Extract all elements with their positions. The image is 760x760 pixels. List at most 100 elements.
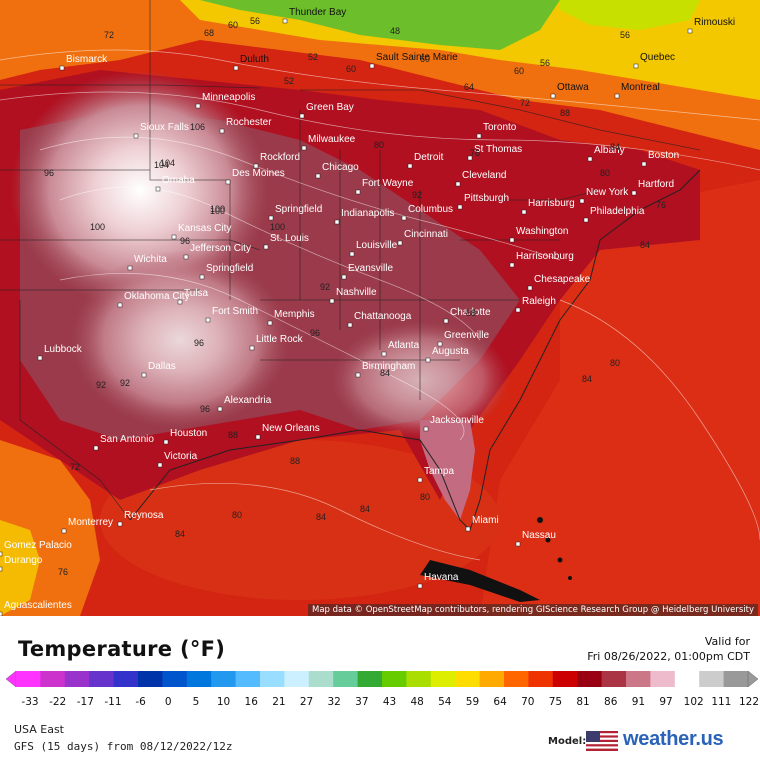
isotherm-label: 48 <box>390 26 400 36</box>
isotherm-label: 100 <box>90 222 105 232</box>
city-marker <box>225 179 231 185</box>
isotherm-label: 72 <box>520 98 530 108</box>
city-label: Monterrey <box>68 517 113 528</box>
isotherm-label: 60 <box>420 54 430 64</box>
scale-swatch <box>113 671 139 687</box>
model-run-label: GFS (15 days) from 08/12/2022/12z <box>14 740 233 753</box>
city-label: Bismarck <box>66 54 108 65</box>
city-label: Aguascalientes <box>4 600 72 611</box>
scale-tick-label: 10 <box>216 696 231 708</box>
scale-swatch <box>528 671 554 687</box>
city-label: Omaha <box>162 175 195 186</box>
city-marker <box>633 63 639 69</box>
city-label: Ottawa <box>557 82 589 93</box>
city-marker <box>233 65 239 71</box>
scale-tick-label: 97 <box>659 696 673 708</box>
scale-swatch <box>479 671 505 687</box>
isotherm-label: 60 <box>514 66 524 76</box>
city-marker <box>465 526 471 532</box>
city-marker <box>583 217 589 223</box>
city-marker <box>614 93 620 99</box>
scale-tick-label: 70 <box>521 696 535 708</box>
city-marker <box>93 445 99 451</box>
scale-swatch <box>674 671 700 687</box>
isotherm-label: 88 <box>466 308 476 318</box>
city-marker <box>141 372 147 378</box>
isotherm-label: 84 <box>640 240 650 250</box>
map-attribution: Map data © OpenStreetMap contributors, r… <box>308 604 758 616</box>
city-label: Memphis <box>274 309 315 320</box>
temperature-map[interactable]: Thunder Bay Bismarck Duluth Sault Sainte Ma… <box>0 0 760 616</box>
scale-tick-label: 91 <box>631 696 646 708</box>
valid-label: Valid for <box>704 635 750 648</box>
isotherm-label: 80 <box>420 492 430 502</box>
city-label: Detroit <box>414 152 444 163</box>
isotherm-label: 80 <box>610 358 620 368</box>
city-label: Charlotte <box>450 307 491 318</box>
city-label: Lubbock <box>44 344 83 355</box>
city-label: Gomez Palacio <box>4 540 72 551</box>
city-marker <box>455 181 461 187</box>
isotherm-label: 84 <box>360 504 370 514</box>
isotherm-lines <box>0 49 760 561</box>
city-label: Durango <box>4 555 43 566</box>
scale-tick-label: 59 <box>465 696 480 708</box>
scale-swatch <box>186 671 212 687</box>
city-label: Green Bay <box>306 102 354 113</box>
city-label: Milwaukee <box>308 134 356 145</box>
isotherm-label: 52 <box>284 76 294 86</box>
isotherm-label: 76 <box>470 148 480 158</box>
isotherm-label: 60 <box>346 64 356 74</box>
city-marker <box>457 204 463 210</box>
city-label: Little Rock <box>256 334 304 345</box>
isotherm-label: 56 <box>540 58 550 68</box>
scale-swatch <box>699 671 725 687</box>
isotherm-label: 84 <box>316 512 326 522</box>
scale-swatch <box>382 671 407 687</box>
city-marker <box>217 406 223 412</box>
city-marker <box>301 145 307 151</box>
city-marker <box>347 322 353 328</box>
city-label: Nassau <box>522 530 556 541</box>
city-marker <box>417 583 423 589</box>
isotherm-label: 104 <box>154 160 169 170</box>
city-label: Springfield <box>206 263 253 274</box>
city-label: Nashville <box>336 287 377 298</box>
city-label: Oklahoma City <box>124 291 190 302</box>
city-label: Victoria <box>164 451 198 462</box>
city-marker <box>267 320 273 326</box>
isotherm-label: 100 <box>270 222 285 232</box>
scale-tick-label: 54 <box>438 696 452 708</box>
isotherm-label: 106 <box>190 122 205 132</box>
city-label: Chattanooga <box>354 311 412 322</box>
scale-tick-label: 37 <box>355 696 369 708</box>
city-label: Fort Wayne <box>362 178 414 189</box>
city-marker <box>587 156 593 162</box>
scale-swatch <box>601 671 627 687</box>
city-label: Wichita <box>134 254 167 265</box>
city-label: Sioux Falls <box>140 122 189 133</box>
city-marker <box>263 244 269 250</box>
scale-tick-label: 64 <box>493 696 507 708</box>
scale-swatch <box>162 671 188 687</box>
city-marker <box>687 28 693 34</box>
city-marker <box>527 285 533 291</box>
city-marker <box>37 355 43 361</box>
isotherm-label: 56 <box>250 16 260 26</box>
city-label: Indianapolis <box>341 208 394 219</box>
city-label: San Antonio <box>100 434 154 445</box>
valid-time-block: Valid for Fri 08/26/2022, 01:00pm CDT <box>587 634 750 664</box>
scale-swatch <box>235 671 261 687</box>
chart-title: Temperature (°F) <box>18 637 226 661</box>
isotherm-labels: 72 68 60 56 52 48 60 52 60 64 56 60 56 72 76 80 96 100 104… <box>44 16 666 577</box>
isotherm-label: 88 <box>228 430 238 440</box>
city-label: Cleveland <box>462 170 506 181</box>
scale-swatch <box>455 671 481 687</box>
isotherm-label: 72 <box>104 30 114 40</box>
city-label: Greenville <box>444 330 489 341</box>
isotherm-label: 72 <box>70 462 80 472</box>
city-label: Duluth <box>240 54 269 65</box>
brand-logo[interactable]: weather.us <box>623 728 724 750</box>
scale-tick-label: 21 <box>272 696 286 708</box>
city-marker <box>205 317 211 323</box>
